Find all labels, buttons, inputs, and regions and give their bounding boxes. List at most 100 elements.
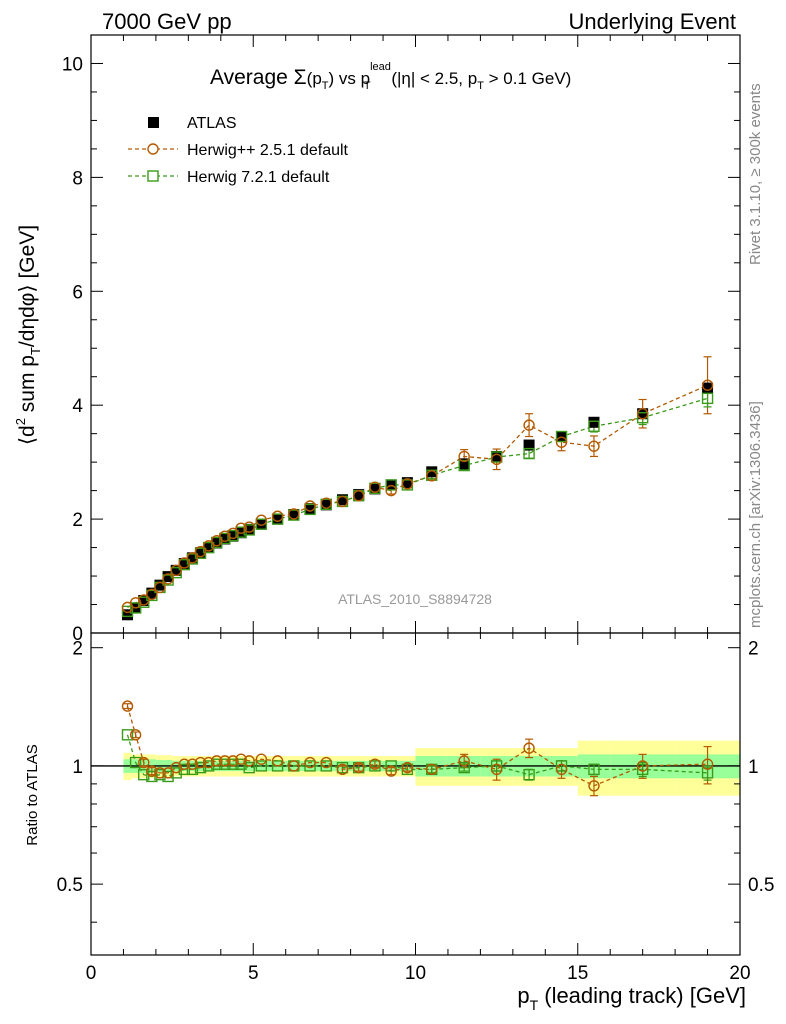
ratio-xtick-label: 5 (248, 963, 259, 984)
herwigpp-point (219, 530, 231, 542)
header-right: Underlying Event (568, 9, 736, 34)
herwigpp-point (162, 573, 174, 585)
atlas-point (523, 439, 535, 451)
herwigpp-point (138, 594, 150, 606)
herwig7-point (304, 503, 316, 516)
main-ytick-label: 2 (72, 510, 83, 531)
herwigpp-point (490, 453, 503, 465)
ratio-herwig7-point (588, 763, 600, 776)
ratio-herwigpp-point (186, 758, 199, 770)
title-sigma-sub: T (322, 80, 329, 92)
atlas-point (320, 499, 332, 511)
atlas-point (458, 458, 470, 470)
atlas-point (353, 489, 365, 501)
herwig7-point (523, 447, 535, 460)
ratio-ticks: 0.5 0.51 12 20 5 10 15 20 (57, 633, 774, 984)
ratio-herwig7-point (170, 767, 182, 779)
ratio-herwig7-point (320, 760, 332, 772)
ratio-herwig7-point (701, 767, 714, 779)
atlas-point (272, 513, 284, 525)
ratio-herwig7-point (636, 763, 649, 776)
ratio-ytick-label-right: 0.5 (748, 875, 774, 896)
herwigpp-point (701, 379, 714, 391)
title-cut-sub: T (477, 80, 484, 92)
herwigpp-point (129, 597, 142, 609)
herwigpp-point (194, 545, 207, 558)
ratio-herwigpp-point (288, 760, 300, 772)
atlas-point (637, 408, 649, 420)
title-cut-end: > 0.1 GeV) (484, 69, 571, 88)
main-ytick-label: 10 (62, 54, 83, 75)
herwig7-point (243, 524, 255, 536)
header-left: 7000 GeV pp (102, 9, 232, 34)
ylabel-sub: T (28, 347, 43, 355)
ratio-herwigpp-point (138, 756, 150, 769)
mcplots-label: mcplots.cern.ch [arXiv:1306.3436] (747, 401, 764, 628)
main-ytick-label: 0 (72, 624, 83, 645)
title-cut: (|η| < 2.5, p (387, 69, 478, 88)
ratio-ylabel: Ratio to ATLAS (24, 744, 41, 845)
ratio-panel: 0.5 0.51 12 20 5 10 15 20 Ratio to ATLAS pT (le… (24, 632, 774, 1013)
herwigpp-point (320, 497, 332, 509)
ratio-herwigpp-point (701, 758, 714, 770)
title-vs-sup: lead (370, 61, 391, 73)
ratio-herwigpp-point (458, 755, 470, 767)
atlas-point (195, 547, 207, 559)
herwigpp-point (288, 508, 300, 520)
ratio-herwig7-point (255, 760, 268, 772)
ratio-herwigpp-point (320, 756, 332, 769)
herwigpp-point (336, 495, 349, 508)
herwig7-point (255, 518, 268, 530)
main-marks (121, 356, 714, 621)
ratio-ytick-label-right: 1 (748, 757, 759, 778)
ratio-herwigpp-point (304, 756, 316, 769)
ratio-herwig7-point (186, 763, 199, 776)
herwigpp-point (636, 408, 649, 420)
ratio-herwigpp-point (588, 780, 600, 792)
herwig7-point (121, 605, 134, 618)
ratio-herwigpp-point (385, 765, 397, 777)
ratio-herwig7-point (385, 760, 397, 772)
atlas-point (227, 530, 239, 542)
legend-herwig7-label: Herwig 7.2.1 default (187, 169, 330, 186)
series-line-herwigpp (127, 384, 708, 608)
ratio-herwigpp-point (523, 742, 535, 754)
herwigpp-point (186, 552, 199, 564)
ratio-herwigpp-point (227, 755, 239, 767)
ratio-herwigpp-point (353, 761, 365, 774)
ratio-herwigpp-point (426, 763, 438, 776)
ratio-xtick-label: 10 (405, 963, 426, 984)
title-vs: vs p (334, 69, 370, 88)
herwigpp-point (458, 450, 470, 463)
atlas-point (255, 518, 267, 530)
ratio-herwigpp-point (235, 753, 247, 765)
atlas-point (211, 537, 223, 549)
ratio-herwig7-point (304, 760, 316, 772)
herwigpp-point (588, 440, 600, 452)
herwigpp-point (401, 478, 414, 490)
ratio-herwig7-point (490, 760, 503, 772)
ylabel-sup: 2 (13, 418, 28, 425)
ratio-ytick-label: 0.5 (57, 875, 83, 896)
rivet-label: Rivet 3.1.10, ≥ 300k events (747, 83, 764, 265)
atlas-point (288, 509, 300, 521)
series-line-herwig7 (127, 397, 708, 612)
ratio-herwig7-point (129, 756, 142, 769)
ratio-herwig7-point (178, 763, 190, 776)
ratio-herwigpp-point (178, 758, 190, 770)
herwig7-point (701, 392, 714, 405)
ratio-herwig7-point (271, 760, 284, 772)
ratio-herwigpp-point (162, 767, 174, 779)
herwigpp-point (255, 514, 268, 526)
herwig7-point (588, 420, 600, 432)
main-ylabel: ⟨d2 sum pT/dηdφ⟩ [GeV] (13, 225, 43, 445)
main-title: Average Σ(pT) vs plead T (|η| < 2.5, pT >… (210, 61, 571, 92)
legend-atlas-marker (148, 117, 159, 128)
herwigpp-point (369, 481, 381, 493)
main-ytick-label: 6 (72, 282, 83, 303)
herwigpp-point (271, 510, 284, 522)
ratio-herwigpp-point (202, 756, 215, 769)
atlas-point (162, 571, 174, 583)
legend-herwigpp-label: Herwig++ 2.5.1 default (187, 142, 349, 159)
